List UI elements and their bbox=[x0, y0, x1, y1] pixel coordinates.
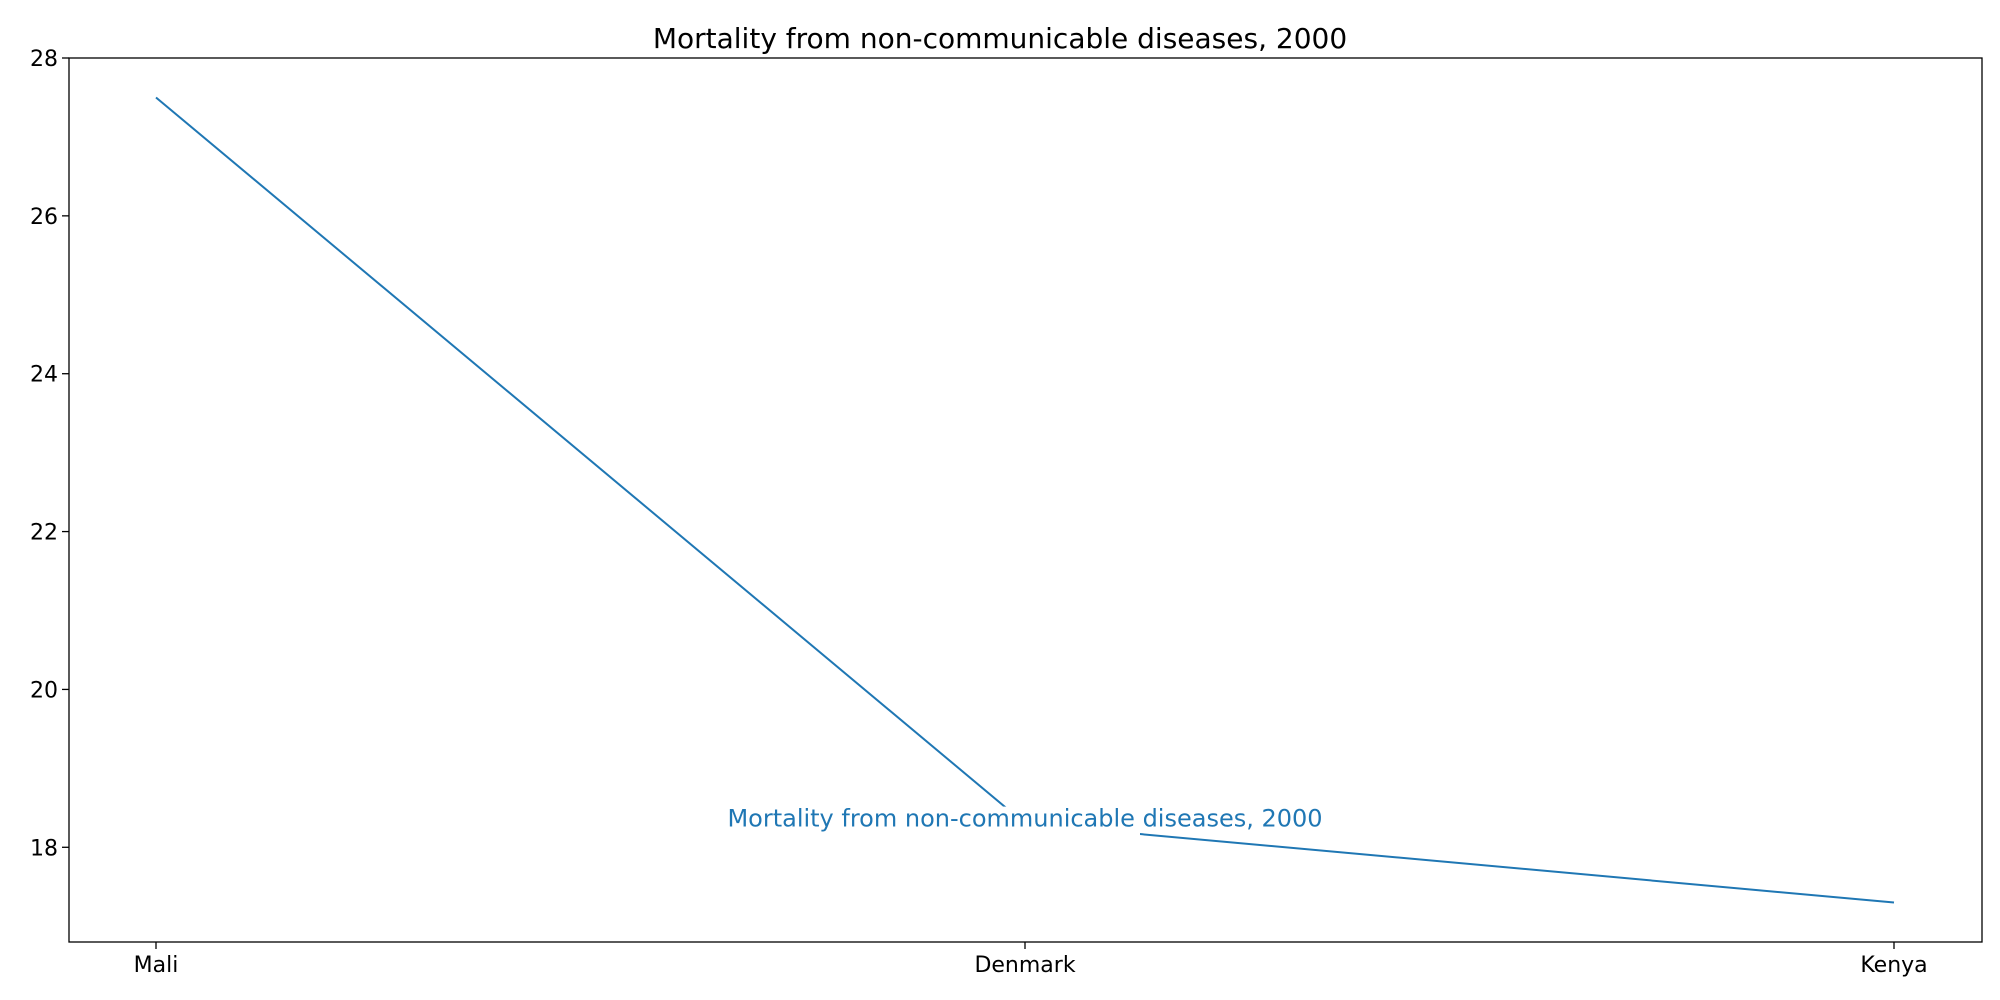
y-tick-label: 20 bbox=[30, 678, 58, 703]
y-tick-label: 28 bbox=[30, 47, 58, 72]
y-tick-label: 22 bbox=[30, 521, 58, 546]
chart-title: Mortality from non-communicable diseases… bbox=[653, 22, 1347, 55]
series-line bbox=[155, 96, 1895, 904]
y-axis: 18 20 22 24 26 28 bbox=[30, 47, 69, 861]
x-axis: Mali Denmark Kenya bbox=[134, 942, 1928, 978]
x-tick-label: Denmark bbox=[974, 953, 1075, 978]
x-tick-label: Mali bbox=[134, 953, 179, 978]
y-tick-label: 26 bbox=[30, 205, 58, 230]
y-tick-label: 24 bbox=[30, 363, 58, 388]
y-tick-label: 18 bbox=[30, 836, 58, 861]
series-layer: Mortality from non-communicable diseases… bbox=[155, 96, 1895, 904]
series-label: Mortality from non-communicable diseases… bbox=[727, 805, 1322, 833]
x-tick-label: Kenya bbox=[1860, 953, 1927, 978]
